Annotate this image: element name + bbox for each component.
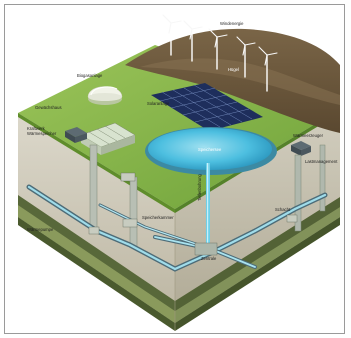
- label-right-station: Wärmeerzeuger: [293, 133, 324, 138]
- label-wind: Windenergie: [220, 21, 244, 26]
- label-underground-mid: Speicherkammer: [142, 215, 174, 220]
- diagram-frame: Windenergie Hügel Biogasanlage Solaranla…: [4, 4, 345, 334]
- biogas-plant: [87, 86, 123, 105]
- label-right-station-2: Lastmanagement: [305, 159, 338, 164]
- energy-landscape-diagram: Windenergie Hügel Biogasanlage Solaranla…: [18, 14, 340, 331]
- wind-turbine-icon: [208, 28, 228, 70]
- pipe-network: [26, 184, 328, 272]
- label-lake: Speichersee: [198, 147, 222, 152]
- right-station: [291, 141, 311, 156]
- label-solar: Solaranlage: [147, 101, 170, 106]
- label-well: Tiefenbohrung: [197, 173, 202, 201]
- label-biogas: Biogasanlage: [77, 73, 103, 78]
- wind-turbine-icon: [236, 36, 256, 78]
- label-shaft: Schacht: [275, 207, 291, 212]
- wind-turbines: [162, 14, 278, 92]
- label-greenhouse: Gewächshaus: [35, 105, 62, 110]
- label-left-station-2: Wärmespeicher: [27, 131, 57, 136]
- left-station: [65, 127, 87, 143]
- label-left-station: Kraftwerk: [27, 126, 46, 131]
- label-underground-left: Wärmepumpe: [27, 227, 54, 232]
- wind-turbine-icon: [162, 14, 182, 56]
- wind-turbine-icon: [183, 20, 203, 62]
- storage-lake: [145, 127, 277, 175]
- wind-turbine-icon: [258, 46, 278, 92]
- hill: [125, 28, 340, 133]
- solar-field: [151, 83, 263, 131]
- underground-structures: [88, 172, 298, 256]
- label-underground-center: Zentrale: [201, 256, 217, 261]
- label-hill: Hügel: [228, 67, 239, 72]
- water-pipe: [206, 163, 210, 249]
